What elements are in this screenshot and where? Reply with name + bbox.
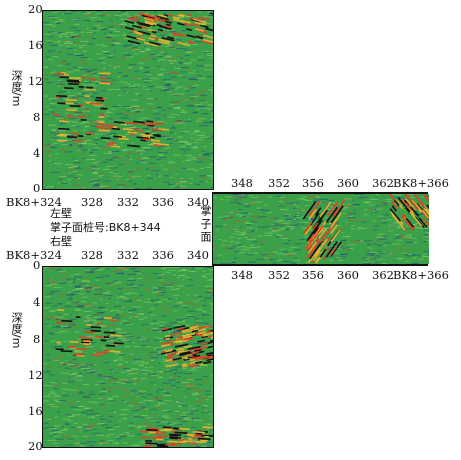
face-top-tick-362: 362 — [372, 176, 394, 190]
face-top-tick-348: 348 — [231, 176, 253, 190]
face-bottom-end-label: BK8+366 — [393, 268, 449, 282]
face-bottom-tick-352: 352 — [268, 268, 290, 282]
right-wall-wave-image — [43, 267, 213, 447]
top-y-tick-4: 4 — [33, 146, 41, 160]
face-bottom-tick-362: 362 — [372, 268, 394, 282]
bottom-y-tick-0: 0 — [33, 258, 41, 272]
face-radargram — [212, 194, 429, 264]
top-y-tick-3: 8 — [33, 110, 41, 124]
bottom-y-tick-3: 12 — [28, 368, 43, 382]
top-x-start-label: BK8+324 — [6, 195, 62, 209]
bottom-x-start-label: BK8+324 — [6, 248, 62, 262]
face-top-end-label: BK8+366 — [393, 176, 449, 190]
bottom-y-tick-2: 8 — [33, 332, 41, 346]
face-top-tick-360: 360 — [337, 176, 359, 190]
top-x-tick-340: 340 — [187, 195, 209, 209]
face-chainage-label: 掌子面桩号:BK8+344 — [50, 221, 161, 234]
left-wall-label: 左壁 — [50, 207, 72, 220]
left-wall-wave-image — [43, 11, 213, 189]
right-wall-label: 右壁 — [50, 235, 72, 248]
face-top-axis — [212, 192, 428, 194]
bottom-x-tick-336: 336 — [152, 248, 174, 262]
face-wave-image — [213, 194, 429, 264]
top-x-tick-336: 336 — [152, 195, 174, 209]
face-bottom-tick-360: 360 — [337, 268, 359, 282]
face-vertical-label: 掌子面 — [199, 205, 212, 244]
bottom-x-tick-340: 340 — [187, 248, 209, 262]
left-wall-radargram — [42, 10, 214, 190]
bottom-y-tick-4: 16 — [28, 404, 43, 418]
bottom-y-tick-1: 4 — [33, 295, 41, 309]
bottom-x-tick-328: 328 — [81, 248, 103, 262]
top-y-tick-2: 12 — [28, 74, 43, 88]
face-top-tick-356: 356 — [302, 176, 324, 190]
bottom-x-tick-332: 332 — [117, 248, 139, 262]
top-y-tick-0: 20 — [28, 2, 43, 16]
face-bottom-tick-356: 356 — [302, 268, 324, 282]
bottom-y-axis-label: 深度/m — [10, 312, 23, 349]
face-top-tick-352: 352 — [268, 176, 290, 190]
top-x-tick-332: 332 — [117, 195, 139, 209]
top-y-tick-5: 0 — [33, 181, 41, 195]
right-wall-radargram — [42, 266, 214, 448]
face-bottom-tick-348: 348 — [231, 268, 253, 282]
bottom-y-tick-5: 20 — [28, 439, 43, 453]
top-x-tick-328: 328 — [81, 195, 103, 209]
top-y-tick-1: 16 — [28, 38, 43, 52]
face-bottom-axis — [212, 264, 428, 266]
top-y-axis-label: 深度/m — [10, 70, 23, 107]
